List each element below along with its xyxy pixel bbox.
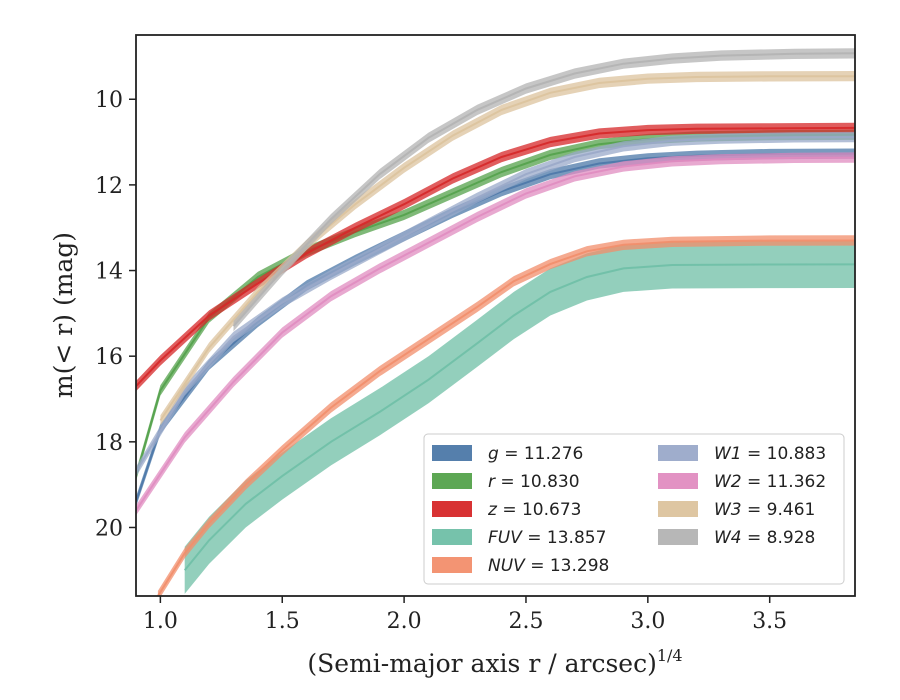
x-tick-label: 1.5 <box>265 609 300 634</box>
series-z <box>136 122 855 392</box>
line-z <box>136 126 855 387</box>
series-w2 <box>136 152 855 516</box>
legend-label: W3 = 9.461 <box>714 500 815 520</box>
x-axis-label-exponent: 1/4 <box>657 646 683 665</box>
y-tick-label: 16 <box>95 345 123 370</box>
x-tick-label: 3.0 <box>630 609 665 634</box>
series-fuv <box>183 240 855 594</box>
legend-item-z: z = 10.673 <box>432 500 581 520</box>
legend-swatch <box>658 501 698 517</box>
line-w4 <box>232 52 855 327</box>
legend-item-r: r = 10.830 <box>432 472 580 492</box>
legend-item-w2: W2 = 11.362 <box>658 472 826 492</box>
legend-swatch <box>432 529 472 545</box>
legend-item-w4: W4 = 8.928 <box>658 528 815 548</box>
series-w4 <box>232 48 855 332</box>
x-axis-ticks: 1.0 1.5 2.0 2.5 3.0 3.5 <box>143 596 787 634</box>
x-tick-label: 2.0 <box>387 609 422 634</box>
legend-item-w1: W1 = 10.883 <box>658 444 826 464</box>
legend-swatch <box>432 473 472 489</box>
plot-frame <box>135 34 856 597</box>
legend-label: z = 10.673 <box>487 500 581 520</box>
legend-swatch <box>658 473 698 489</box>
legend-item-g: g = 11.276 <box>432 444 583 464</box>
legend-label: g = 11.276 <box>488 444 583 464</box>
legend-swatch <box>432 445 472 461</box>
legend-label: r = 10.830 <box>488 472 580 492</box>
curves-layer <box>136 48 855 596</box>
x-tick-label: 2.5 <box>508 609 543 634</box>
legend-swatch <box>658 445 698 461</box>
legend-item-w3: W3 = 9.461 <box>658 500 815 520</box>
legend-item-nuv: NUV = 13.298 <box>432 556 609 576</box>
y-tick-label: 18 <box>95 431 123 456</box>
line-w1 <box>136 136 855 473</box>
legend-label: W4 = 8.928 <box>714 528 815 548</box>
y-tick-label: 10 <box>95 88 123 113</box>
legend-swatch <box>658 529 698 545</box>
y-tick-label: 12 <box>95 174 123 199</box>
line-fuv <box>183 263 855 571</box>
x-axis-label: (Semi-major axis r / arcsec)1/4 <box>307 646 682 678</box>
series-nuv <box>157 235 855 596</box>
legend-swatch <box>432 501 472 517</box>
x-tick-label: 3.5 <box>752 609 787 634</box>
series-w1 <box>136 131 855 477</box>
y-axis-ticks: 10 12 14 16 18 20 <box>95 88 136 541</box>
legend: g = 11.276 r = 10.830 z = 10.673 FUV = 13.8… <box>423 433 845 585</box>
line-w2 <box>136 156 855 511</box>
legend-label: W1 = 10.883 <box>714 444 826 464</box>
y-tick-label: 14 <box>95 260 123 285</box>
line-nuv <box>157 239 855 596</box>
legend-label: FUV = 13.857 <box>488 528 606 548</box>
legend-swatch <box>432 557 472 573</box>
y-tick-label: 20 <box>95 516 123 541</box>
x-tick-label: 1.0 <box>143 609 178 634</box>
legend-label: W2 = 11.362 <box>714 472 826 492</box>
band-w4 <box>233 48 855 332</box>
y-axis-label: m(< r) (mag) <box>49 232 78 398</box>
legend-item-fuv: FUV = 13.857 <box>432 528 606 548</box>
legend-box <box>423 433 845 585</box>
legend-label: NUV = 13.298 <box>488 556 609 576</box>
